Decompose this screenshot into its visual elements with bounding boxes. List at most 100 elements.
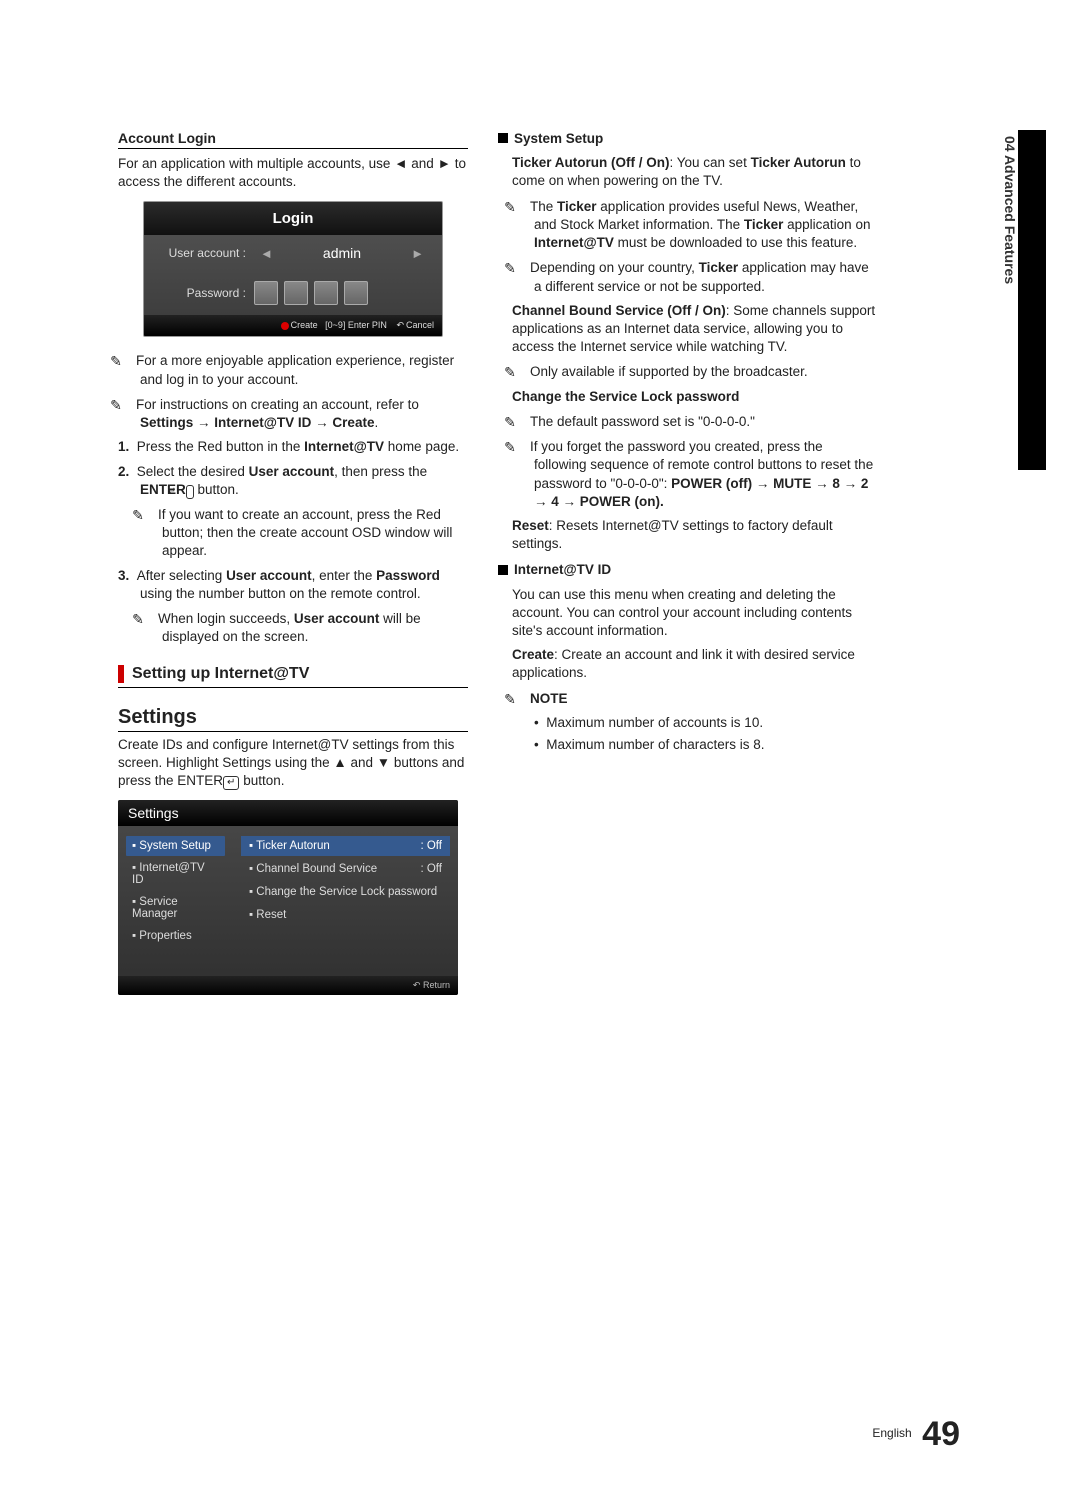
tn1-b3: Internet@TV [534, 235, 614, 250]
s2-mid: , then press the [334, 464, 427, 479]
pw-note-2: ✎If you forget the password you created,… [512, 437, 876, 511]
pw-box [314, 281, 338, 305]
bullet-1: • Maximum number of accounts is 10. [512, 714, 876, 732]
internet-id-label: Internet@TV ID [514, 562, 611, 577]
arrow-left-icon: ◄ [254, 246, 279, 261]
ta-b2: Ticker Autorun [751, 155, 846, 170]
tn2-pre: Depending on your country, [530, 260, 699, 275]
page-columns: Account Login For an application with mu… [0, 0, 1080, 995]
footer-pin: [0~9] Enter PIN [325, 320, 387, 330]
s1-bold: Internet@TV [304, 439, 384, 454]
footer-lang: English [872, 1426, 911, 1440]
login-screenshot: Login User account : ◄ admin ► Password … [143, 201, 443, 337]
pw-box [254, 281, 278, 305]
nav-properties: ▪ Properties [126, 926, 225, 946]
account-login-intro: For an application with multiple account… [118, 155, 468, 191]
setting-up-text: Setting up Internet@TV [132, 665, 309, 683]
side-tab-label: 04 Advanced Features [1002, 136, 1018, 284]
system-setup-label: System Setup [514, 131, 603, 146]
cbs-note-text: Only available if supported by the broad… [530, 364, 808, 379]
tn2-b: Ticker [699, 260, 739, 275]
step-1: 1. Press the Red button in the Internet@… [118, 438, 468, 456]
pw-note-1: ✎The default password set is "0-0-0-0." [512, 412, 876, 431]
footer-cancel: Cancel [406, 320, 434, 330]
settings-heading: Settings [118, 706, 468, 732]
settings-intro-post: button. [239, 773, 284, 788]
s2-pre: Select the desired [137, 464, 249, 479]
s3-b1: User account [226, 568, 312, 583]
ticker-note-2: ✎Depending on your country, Ticker appli… [512, 258, 876, 295]
tn1-b2: Ticker [744, 217, 784, 232]
settings-intro: Create IDs and configure Internet@TV set… [118, 736, 468, 791]
bullet-1-text: Maximum number of accounts is 10. [546, 715, 763, 730]
pw-box [344, 281, 368, 305]
s3s-b: User account [294, 611, 380, 626]
note-icon: ✎ [512, 363, 530, 382]
settings-footer: ↶ Return [118, 976, 458, 995]
note-instructions: ✎For instructions on creating an account… [118, 395, 468, 432]
right-column: System Setup Ticker Autorun (Off / On): … [498, 130, 876, 995]
note-register-text: For a more enjoyable application experie… [136, 353, 454, 386]
note-icon: ✎ [140, 610, 158, 629]
note-icon: ✎ [512, 198, 530, 217]
r2l: Change the Service Lock password [256, 886, 437, 898]
nav2: Service Manager [132, 896, 178, 920]
return-icon: ↶ [396, 320, 404, 331]
r1l: Channel Bound Service [256, 863, 377, 875]
nav-service-manager: ▪ Service Manager [126, 892, 225, 924]
cbs-b: Channel Bound Service (Off / On) [512, 303, 726, 318]
login-header: Login [144, 202, 442, 235]
bullet-2: • Maximum number of characters is 8. [512, 736, 876, 754]
nav1: Internet@TV ID [132, 862, 205, 886]
settings-nav: ▪ System Setup ▪ Internet@TV ID ▪ Servic… [118, 826, 233, 976]
settings-box-header: Settings [118, 800, 458, 826]
tn1-pre: The [530, 199, 557, 214]
n2-bold: Settings → Internet@TV ID → Create [140, 415, 374, 430]
intro-pre: For an application with multiple account… [118, 156, 394, 171]
login-footer: Create [0~9] Enter PIN ↶Cancel [144, 315, 442, 336]
create-b: Create [512, 647, 554, 662]
s2-sub-text: If you want to create an account, press … [158, 507, 452, 558]
s2-post: button. [194, 482, 239, 497]
page-footer: English 49 [0, 1415, 1080, 1454]
enter-icon: ↵ [186, 485, 194, 499]
r3l: Reset [256, 909, 286, 921]
reset-line: Reset: Resets Internet@TV settings to fa… [512, 517, 876, 553]
row-ticker-autorun: ▪ Ticker Autorun: Off [241, 836, 450, 856]
r1v: : Off [420, 863, 442, 875]
password-label: Password : [156, 286, 246, 300]
change-password-title: Change the Service Lock password [512, 388, 876, 406]
s3s-pre: When login succeeds, [158, 611, 294, 626]
note-icon: ✎ [512, 259, 530, 278]
r0l: Ticker Autorun [256, 840, 330, 852]
s1-post: home page. [384, 439, 459, 454]
nav-system-setup: ▪ System Setup [126, 836, 225, 856]
s1-pre: Press the Red button in the [137, 439, 304, 454]
system-setup-title: System Setup [498, 130, 876, 148]
r0v: : Off [420, 840, 442, 852]
nav0: System Setup [139, 840, 211, 852]
nav-internet-tv-id: ▪ Internet@TV ID [126, 858, 225, 890]
s2-b2: ENTER [140, 482, 186, 497]
row-channel-bound: ▪ Channel Bound Service: Off [241, 859, 450, 879]
red-a-icon [281, 322, 289, 330]
square-bullet-icon [498, 565, 508, 575]
row-change-password: ▪ Change the Service Lock password [241, 882, 450, 902]
step-3: 3. After selecting User account, enter t… [118, 567, 468, 603]
channel-bound: Channel Bound Service (Off / On): Some c… [512, 302, 876, 357]
reset-b: Reset [512, 518, 549, 533]
ta-b: Ticker Autorun (Off / On) [512, 155, 670, 170]
ticker-autorun: Ticker Autorun (Off / On): You can set T… [512, 154, 876, 190]
settings-screenshot: Settings ▪ System Setup ▪ Internet@TV ID… [118, 800, 458, 995]
pw-box [284, 281, 308, 305]
tn1-b1: Ticker [557, 199, 597, 214]
return-icon: ↶ [413, 980, 421, 990]
create-r: : Create an account and link it with des… [512, 647, 855, 680]
intro-mid: and [408, 156, 438, 171]
step-3-num: 3. [118, 568, 137, 583]
internet-id-title: Internet@TV ID [498, 561, 876, 579]
step-2-num: 2. [118, 464, 137, 479]
internet-id-p1: You can use this menu when creating and … [512, 586, 876, 641]
cbs-note: ✎Only available if supported by the broa… [512, 362, 876, 381]
step-2-sub: ✎If you want to create an account, press… [118, 505, 468, 561]
